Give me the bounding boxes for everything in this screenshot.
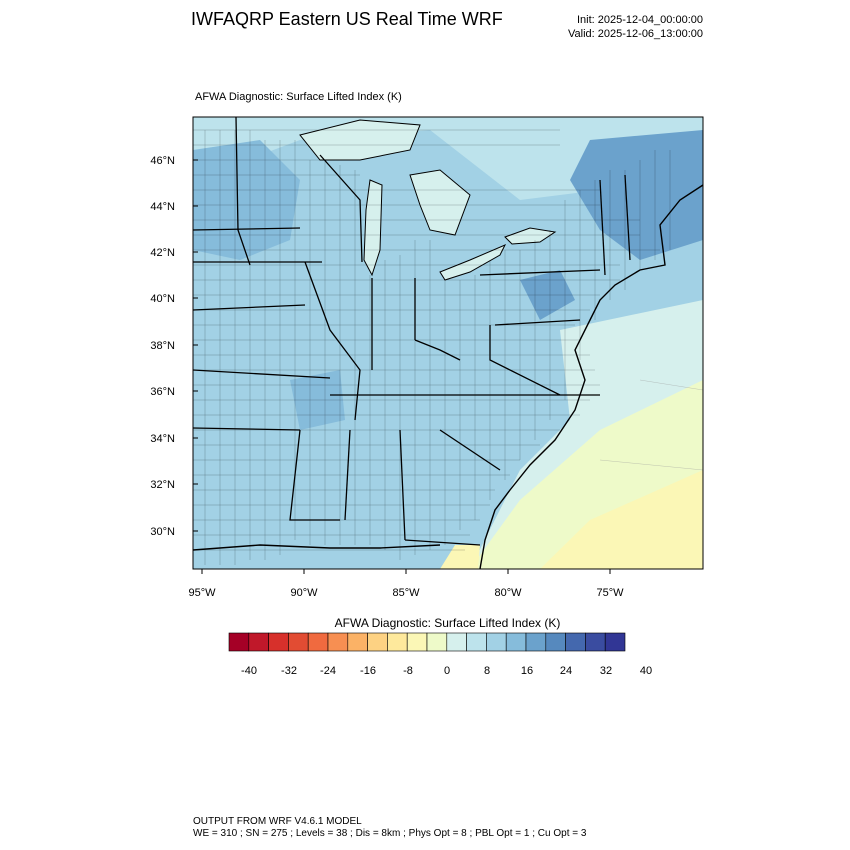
colorbar-swatch [347,632,368,652]
colorbar-tick-label: -16 [360,665,376,677]
lon-label: 80°W [494,587,522,599]
graticule [599,379,703,471]
lat-label: 34°N [150,433,175,445]
colorbar-title: AFWA Diagnostic: Surface Lifted Index (K… [334,616,561,630]
colorbar-tick-label: -32 [281,665,297,677]
new-england-field [570,130,703,260]
colorbar-swatch [486,632,507,652]
valid-time: Valid: 2025-12-06_13:00:00 [568,28,703,40]
lat-label: 36°N [150,386,175,398]
colorbar [228,632,626,652]
colorbar-tick-label: -8 [403,665,413,677]
colorbar-tick-label: -40 [241,665,257,677]
stable-zone-core [540,470,703,569]
init-time: Init: 2025-12-04_00:00:00 [577,14,703,26]
colorbar-swatch [406,632,428,652]
lat-label: 46°N [150,155,175,167]
colorbar-swatch [248,632,269,652]
colorbar-tick-label: 16 [521,665,533,677]
model-config: WE = 310 ; SN = 275 ; Levels = 38 ; Dis … [193,828,587,839]
colorbar-swatch [604,632,626,652]
lat-label: 32°N [150,479,175,491]
lat-axis: 46°N 44°N 42°N 40°N 38°N 36°N 34°N 32°N … [150,155,198,538]
state-boundaries [193,117,631,546]
colorbar-swatch [466,632,487,652]
lon-label: 85°W [392,587,420,599]
gulf-coastline [193,544,441,551]
map-subtitle: AFWA Diagnostic: Surface Lifted Index (K… [195,91,402,103]
main-title: IWFAQRP Eastern US Real Time WRF [191,9,503,29]
colorbar-swatch [525,632,547,652]
colorbar-tick-label: 24 [560,665,572,677]
colorbar-swatch [268,632,289,652]
lon-axis: 95°W 90°W 85°W 80°W 75°W [188,569,624,599]
colorbar-swatch [307,632,329,652]
lon-label: 95°W [188,587,216,599]
map-border [192,116,704,570]
lat-label: 44°N [150,201,175,213]
colorbar-swatch [505,632,527,652]
lon-label: 90°W [290,587,318,599]
colorbar-swatch [228,632,250,652]
colorbar-tick-label: 8 [484,665,490,677]
colorbar-swatch [565,632,586,652]
lat-label: 42°N [150,247,175,259]
lat-label: 40°N [150,293,175,305]
colorbar-tick-label: 40 [640,665,652,677]
colorbar-swatch [446,632,467,652]
model-info: OUTPUT FROM WRF V4.6.1 MODEL [193,816,362,827]
lat-label: 38°N [150,340,175,352]
colorbar-swatch [288,632,309,652]
county-lines [193,129,671,565]
colorbar-swatch [327,632,349,652]
coastline [479,184,703,569]
colorbar-swatch [387,632,408,652]
colorbar-swatch [545,632,566,652]
colorbar-swatch [585,632,606,652]
colorbar-swatch [367,632,388,652]
lake-michigan [363,179,383,277]
lake-ontario [504,227,557,245]
colorbar-tick-label: 0 [444,665,450,677]
florida-stable-zone [440,545,480,569]
colorbar-tick-label: 32 [600,665,612,677]
lon-label: 75°W [596,587,624,599]
lat-label: 30°N [150,526,175,538]
colorbar-swatch [426,632,448,652]
map-plot-area [193,117,703,569]
colorbar-labels: -40 -32 -24 -16 -8 0 8 16 24 32 40 [241,665,652,677]
colorbar-tick-label: -24 [320,665,336,677]
